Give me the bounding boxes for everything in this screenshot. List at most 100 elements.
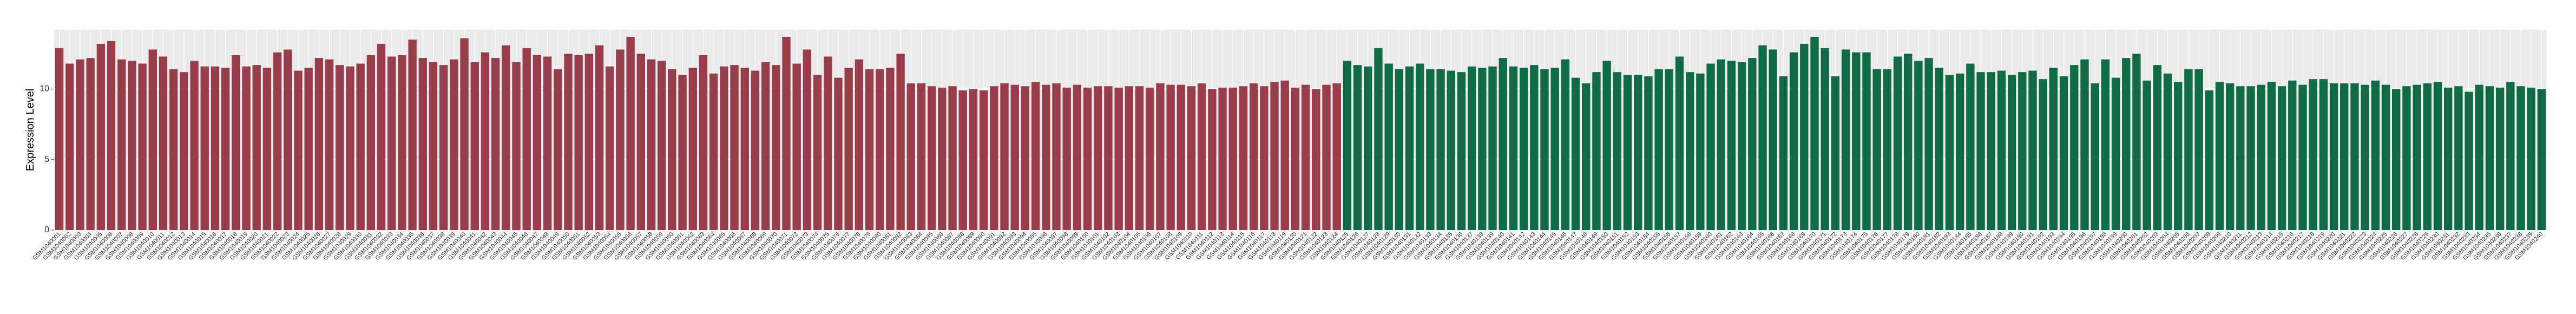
bar [1945, 75, 1954, 230]
bar [502, 45, 510, 230]
bar [1686, 72, 1694, 231]
bar [844, 68, 853, 230]
bar [1675, 56, 1684, 230]
bar [2485, 86, 2494, 231]
bar [813, 75, 822, 230]
bar [543, 56, 552, 230]
bar [522, 48, 531, 231]
bar [211, 66, 220, 231]
bar [834, 77, 843, 230]
bar [2215, 82, 2224, 230]
bar [1177, 84, 1185, 230]
bar [1634, 75, 1642, 230]
bar [1997, 70, 2006, 230]
bar [2350, 83, 2359, 230]
bar [2527, 87, 2535, 230]
bar [730, 65, 739, 231]
bar [699, 55, 708, 231]
bar [2122, 58, 2131, 231]
bar [1312, 89, 1320, 230]
bar [2194, 69, 2203, 230]
bar [1021, 86, 1030, 231]
bar [221, 68, 230, 230]
bar [720, 66, 728, 231]
bar [1530, 65, 1539, 231]
bar [1727, 61, 1736, 230]
bar [1094, 86, 1102, 231]
bar [1384, 63, 1393, 230]
bar [1779, 76, 1788, 231]
bar [180, 72, 188, 231]
bar [1758, 45, 1767, 230]
bar [2153, 65, 2161, 231]
bar [2080, 59, 2089, 230]
bar [1665, 69, 1673, 230]
bar [65, 63, 74, 230]
bar [574, 55, 583, 231]
bar [2413, 84, 2421, 230]
bar [1280, 80, 1289, 231]
bar [2392, 89, 2401, 230]
bar [948, 86, 957, 231]
bar [979, 90, 988, 231]
bar [159, 56, 168, 230]
bar [138, 63, 147, 230]
bar [387, 56, 396, 230]
bar [491, 58, 500, 231]
bar [366, 55, 376, 231]
bar [1717, 59, 1725, 230]
bar [1436, 69, 1445, 230]
bar [1104, 86, 1113, 231]
bar [1249, 83, 1258, 230]
bar [314, 58, 324, 231]
bar [470, 62, 479, 231]
bar [1260, 86, 1269, 231]
bar [2163, 73, 2172, 230]
bar [96, 44, 106, 230]
bar [1800, 44, 1809, 230]
bar [2298, 84, 2307, 230]
bar [1935, 68, 1943, 230]
bar [1010, 84, 1019, 230]
bar [356, 63, 365, 230]
bar [1042, 84, 1050, 230]
bar [1769, 49, 1777, 230]
bar [1748, 58, 1757, 231]
bar [1395, 69, 1403, 230]
bar [1198, 83, 1206, 230]
bar [2288, 80, 2297, 231]
bar [1571, 77, 1580, 230]
bar [148, 49, 157, 230]
bar [1218, 87, 1227, 230]
bar [1706, 63, 1715, 230]
bar [2361, 84, 2369, 230]
bar [782, 37, 791, 230]
bar [958, 90, 967, 231]
bar [803, 49, 812, 230]
bar [1976, 72, 1985, 231]
bar [1478, 68, 1487, 230]
bar [2236, 86, 2245, 231]
bar [1872, 69, 1881, 230]
bar [1301, 84, 1310, 230]
bar [616, 49, 625, 230]
y-axis-label: Expression Level [24, 89, 36, 171]
bar [647, 59, 656, 230]
bar [2018, 72, 2027, 231]
bar [1592, 72, 1601, 231]
bar [2007, 75, 2016, 230]
bar [2205, 90, 2213, 231]
bar [2319, 79, 2328, 230]
bar [1125, 86, 1134, 231]
bar [2143, 80, 2151, 231]
bar [1810, 37, 1819, 230]
bar [969, 89, 978, 230]
bar [2516, 86, 2525, 231]
bar [1457, 72, 1466, 231]
bar [190, 61, 199, 230]
bar [1509, 66, 1518, 231]
bar [2423, 83, 2432, 230]
bar [2329, 83, 2338, 230]
bar [855, 59, 864, 230]
